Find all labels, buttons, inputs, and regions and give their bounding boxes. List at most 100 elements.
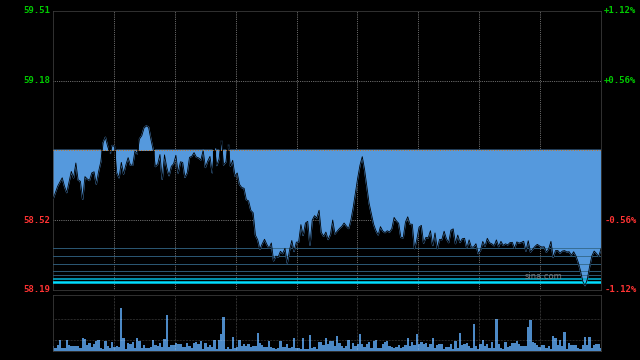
Bar: [184, 347, 186, 351]
Bar: [241, 346, 243, 351]
Bar: [202, 348, 204, 351]
Bar: [336, 336, 339, 351]
Bar: [431, 338, 434, 351]
Bar: [134, 348, 136, 351]
Text: 59.51: 59.51: [23, 6, 50, 15]
Bar: [270, 347, 273, 351]
Bar: [56, 345, 59, 351]
Bar: [493, 348, 495, 351]
Bar: [557, 345, 559, 351]
Bar: [429, 344, 431, 351]
Bar: [541, 345, 543, 351]
Bar: [175, 343, 177, 351]
Bar: [163, 339, 166, 351]
Bar: [254, 346, 257, 351]
Bar: [238, 341, 241, 351]
Bar: [166, 315, 168, 351]
Bar: [332, 341, 334, 351]
Bar: [198, 344, 200, 351]
Bar: [182, 347, 184, 351]
Bar: [550, 348, 552, 351]
Bar: [79, 348, 81, 351]
Bar: [507, 347, 509, 351]
Bar: [364, 347, 365, 351]
Bar: [227, 347, 229, 351]
Bar: [284, 347, 286, 351]
Bar: [93, 344, 95, 351]
Bar: [72, 346, 75, 351]
Bar: [120, 308, 122, 351]
Bar: [125, 349, 127, 351]
Bar: [532, 342, 534, 351]
Bar: [420, 342, 422, 351]
Bar: [593, 345, 595, 351]
Bar: [300, 348, 302, 351]
Bar: [504, 342, 507, 351]
Text: 59.18: 59.18: [23, 76, 50, 85]
Bar: [475, 346, 477, 351]
Bar: [595, 344, 598, 351]
Bar: [132, 342, 134, 351]
Bar: [143, 345, 145, 351]
Bar: [438, 344, 441, 351]
Bar: [456, 347, 459, 351]
Bar: [59, 340, 61, 351]
Text: +0.56%: +0.56%: [604, 76, 636, 85]
Bar: [484, 346, 486, 351]
Bar: [434, 348, 436, 351]
Bar: [355, 346, 356, 351]
Bar: [323, 345, 324, 351]
Bar: [529, 320, 532, 351]
Bar: [470, 348, 472, 351]
Bar: [372, 341, 375, 351]
Bar: [275, 349, 277, 351]
Bar: [136, 338, 138, 351]
Bar: [384, 342, 386, 351]
Bar: [393, 348, 396, 351]
Bar: [250, 347, 252, 351]
Bar: [334, 346, 336, 351]
Bar: [598, 345, 600, 351]
Bar: [477, 348, 479, 351]
Bar: [422, 344, 425, 351]
Bar: [106, 346, 109, 351]
Bar: [559, 339, 561, 351]
Bar: [381, 345, 384, 351]
Bar: [324, 338, 327, 351]
Bar: [172, 346, 175, 351]
Bar: [307, 349, 309, 351]
Bar: [359, 334, 361, 351]
Bar: [527, 327, 529, 351]
Bar: [582, 345, 584, 351]
Bar: [568, 343, 570, 351]
Text: +1.12%: +1.12%: [604, 6, 636, 15]
Bar: [397, 345, 400, 351]
Bar: [111, 342, 113, 351]
Bar: [225, 348, 227, 351]
Bar: [63, 348, 66, 351]
Bar: [273, 347, 275, 351]
Bar: [257, 333, 259, 351]
Bar: [361, 345, 364, 351]
Bar: [520, 346, 522, 351]
Bar: [380, 347, 381, 351]
Bar: [220, 334, 223, 351]
Bar: [348, 340, 350, 351]
Bar: [320, 342, 323, 351]
Bar: [513, 343, 516, 351]
Bar: [500, 348, 502, 351]
Bar: [277, 348, 279, 351]
Bar: [404, 345, 406, 351]
Bar: [145, 348, 147, 351]
Bar: [488, 348, 491, 351]
Bar: [129, 344, 132, 351]
Bar: [386, 341, 388, 351]
Bar: [188, 346, 191, 351]
Bar: [243, 344, 245, 351]
Bar: [191, 348, 193, 351]
Bar: [491, 342, 493, 351]
Bar: [402, 347, 404, 351]
Bar: [588, 337, 591, 351]
Bar: [293, 338, 295, 351]
Bar: [161, 347, 163, 351]
